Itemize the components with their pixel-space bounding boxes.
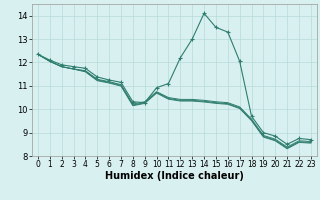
X-axis label: Humidex (Indice chaleur): Humidex (Indice chaleur) xyxy=(105,171,244,181)
